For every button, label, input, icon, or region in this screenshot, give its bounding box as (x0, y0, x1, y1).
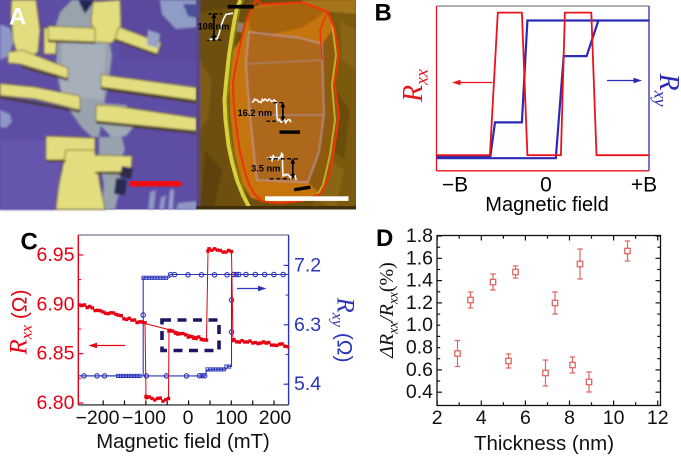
svg-text:Rxx: Rxx (398, 69, 432, 103)
svg-text:0: 0 (540, 174, 552, 197)
svg-text:A: A (9, 4, 26, 31)
svg-text:6.95: 6.95 (37, 244, 75, 266)
svg-text:6.3: 6.3 (294, 314, 321, 336)
svg-text:+B: +B (631, 174, 657, 197)
svg-text:1.6: 1.6 (406, 247, 433, 269)
svg-text:B: B (375, 0, 392, 27)
svg-text:Rxx (Ω): Rxx (Ω) (6, 289, 36, 355)
svg-text:D: D (376, 225, 393, 252)
svg-text:6.80: 6.80 (37, 392, 75, 414)
svg-text:0: 0 (183, 407, 194, 429)
svg-text:C: C (21, 229, 38, 256)
svg-text:ΔRxx/Rxx(%): ΔRxx/Rxx(%) (376, 262, 401, 359)
svg-text:0.4: 0.4 (406, 381, 433, 403)
svg-text:Magnetic field (mT): Magnetic field (mT) (96, 431, 270, 453)
svg-text:7.2: 7.2 (294, 254, 321, 276)
svg-text:5.4: 5.4 (294, 373, 321, 395)
svg-text:1.0: 1.0 (406, 314, 433, 336)
svg-text:1.4: 1.4 (406, 270, 433, 292)
svg-text:Magnetic field: Magnetic field (485, 194, 608, 216)
svg-text:100: 100 (215, 407, 248, 429)
svg-text:12: 12 (647, 407, 669, 429)
svg-text:−B: −B (442, 174, 468, 197)
svg-text:Rxy (Ω): Rxy (Ω) (329, 296, 359, 362)
svg-text:1.8: 1.8 (406, 225, 433, 247)
svg-text:Rxy: Rxy (651, 72, 681, 106)
svg-text:2: 2 (432, 407, 443, 429)
svg-text:4: 4 (476, 407, 487, 429)
svg-text:6.85: 6.85 (37, 343, 75, 365)
svg-text:8: 8 (564, 407, 575, 429)
svg-text:3.5 nm: 3.5 nm (251, 164, 280, 174)
svg-text:0.8: 0.8 (406, 337, 433, 359)
svg-text:108 nm: 108 nm (198, 22, 230, 32)
svg-text:0.6: 0.6 (406, 359, 433, 381)
svg-text:200: 200 (259, 407, 292, 429)
svg-text:−200: −200 (76, 407, 120, 429)
svg-text:−100: −100 (122, 407, 166, 429)
svg-text:6: 6 (520, 407, 531, 429)
svg-text:16.2 nm: 16.2 nm (238, 108, 273, 118)
svg-text:1.2: 1.2 (406, 292, 433, 314)
svg-text:6.90: 6.90 (37, 293, 75, 315)
svg-text:Thickness (nm): Thickness (nm) (474, 432, 614, 455)
svg-text:10: 10 (603, 407, 625, 429)
